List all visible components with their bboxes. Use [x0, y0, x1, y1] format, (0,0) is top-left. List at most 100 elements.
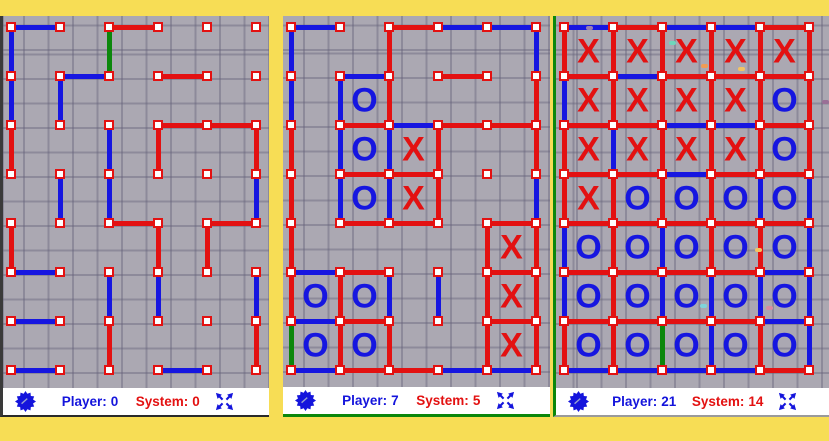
grid-dot — [55, 218, 65, 228]
game-line-horizontal — [709, 171, 762, 177]
game-line-horizontal — [156, 122, 209, 128]
game-line-horizontal — [436, 122, 489, 128]
game-line-horizontal — [485, 122, 538, 128]
game-line-horizontal — [562, 269, 615, 275]
game-line-vertical — [561, 172, 567, 225]
fullscreen-expand-icon[interactable] — [777, 391, 798, 412]
game-line-vertical — [708, 25, 714, 78]
game-line-horizontal — [436, 73, 489, 79]
grid-dot — [384, 22, 394, 32]
grid-dot — [804, 22, 814, 32]
game-line-vertical — [155, 123, 161, 176]
game-line-horizontal — [338, 73, 391, 79]
grid-dot — [482, 120, 492, 130]
game-line-horizontal — [758, 220, 811, 226]
game-line-horizontal — [660, 269, 713, 275]
game-line-vertical — [659, 74, 665, 127]
game-line-horizontal — [660, 73, 713, 79]
game-line-vertical — [106, 319, 112, 372]
box-mark-x: X — [675, 80, 698, 119]
grid-dot — [755, 316, 765, 326]
game-line-vertical — [106, 25, 112, 78]
game-line-vertical — [337, 123, 343, 176]
game-line-horizontal — [562, 220, 615, 226]
grid-dot — [335, 22, 345, 32]
grid-dot — [755, 365, 765, 375]
box-mark-o: O — [771, 276, 798, 315]
grid-dot — [153, 71, 163, 81]
dots-and-boxes-board[interactable] — [3, 16, 269, 388]
grid-dot — [482, 71, 492, 81]
game-line-horizontal — [660, 318, 713, 324]
game-line-vertical — [253, 123, 259, 176]
box-mark-o: O — [722, 227, 749, 266]
game-line-horizontal — [289, 24, 342, 30]
game-line-vertical — [806, 123, 812, 176]
game-line-horizontal — [709, 122, 762, 128]
box-mark-o: O — [771, 80, 798, 119]
game-line-horizontal — [758, 269, 811, 275]
game-line-horizontal — [9, 318, 62, 324]
grid-dot — [608, 71, 618, 81]
grid-dot — [153, 22, 163, 32]
game-line-vertical — [757, 25, 763, 78]
game-line-vertical — [757, 123, 763, 176]
game-line-vertical — [435, 172, 441, 225]
grid-dot — [335, 120, 345, 130]
box-mark-x: X — [577, 80, 600, 119]
box-mark-x: X — [724, 31, 747, 70]
game-line-vertical — [708, 319, 714, 372]
game-line-vertical — [708, 270, 714, 323]
grid-dot — [657, 120, 667, 130]
box-mark-o: O — [722, 276, 749, 315]
settings-gear-icon[interactable] — [295, 390, 316, 411]
fullscreen-expand-icon[interactable] — [495, 390, 516, 411]
box-mark-x: X — [577, 129, 600, 168]
game-line-horizontal — [387, 171, 440, 177]
box-mark-o: O — [673, 178, 700, 217]
game-line-vertical — [533, 319, 539, 372]
grid-dot — [559, 365, 569, 375]
game-line-horizontal — [205, 220, 258, 226]
status-bar: Player: 21 System: 14 — [556, 388, 829, 415]
grid-dot — [755, 22, 765, 32]
grid-dot — [6, 22, 16, 32]
game-line-vertical — [386, 319, 392, 372]
grid-dot — [706, 365, 716, 375]
grid-dot — [531, 267, 541, 277]
grid-dot — [286, 169, 296, 179]
game-line-vertical — [337, 74, 343, 127]
game-line-vertical — [610, 123, 616, 176]
grid-dot — [755, 120, 765, 130]
game-line-horizontal — [9, 367, 62, 373]
grid-dot — [608, 218, 618, 228]
grid-dot — [608, 169, 618, 179]
grid-dot — [804, 316, 814, 326]
box-mark-o: O — [351, 276, 378, 315]
game-line-vertical — [561, 221, 567, 274]
game-line-vertical — [757, 221, 763, 274]
grid-dot — [482, 169, 492, 179]
settings-gear-icon[interactable] — [568, 391, 589, 412]
grid-dot — [433, 218, 443, 228]
game-line-vertical — [708, 123, 714, 176]
grid-dot — [433, 71, 443, 81]
grid-dot — [433, 316, 443, 326]
game-line-vertical — [106, 270, 112, 323]
game-line-horizontal — [338, 269, 391, 275]
game-line-horizontal — [758, 122, 811, 128]
player-score-label: Player: — [61, 394, 107, 409]
game-line-vertical — [8, 25, 14, 78]
box-mark-o: O — [624, 325, 651, 364]
grid-dot — [384, 365, 394, 375]
game-line-vertical — [337, 319, 343, 372]
game-line-vertical — [288, 123, 294, 176]
game-line-vertical — [533, 123, 539, 176]
player-score-value: 0 — [110, 394, 119, 409]
confetti-speck — [766, 306, 773, 310]
fullscreen-expand-icon[interactable] — [214, 391, 235, 412]
settings-gear-icon[interactable] — [15, 391, 36, 412]
